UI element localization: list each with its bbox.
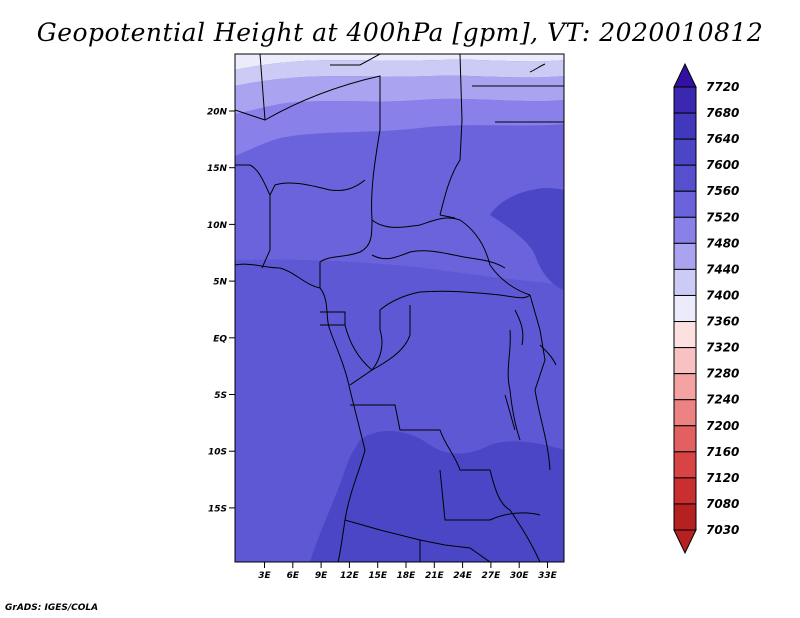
band-7440 — [235, 59, 564, 86]
map-field — [235, 54, 564, 562]
lon-tick-label: 9E — [315, 571, 328, 581]
lon-tick-label: 6E — [287, 571, 300, 581]
longitude-ticks: 3E 6E 9E 12E 15E 18E 21E 24E 27E 30E 33E — [258, 562, 558, 581]
colorbar-label: 7320 — [706, 341, 739, 355]
lat-tick-label: 10S — [208, 448, 227, 458]
band-7400 — [235, 54, 564, 70]
lon-tick-label: 12E — [340, 571, 360, 581]
colorbar-swatch — [673, 399, 697, 427]
colorbar-swatch — [673, 190, 697, 218]
colorbar-label: 7600 — [706, 158, 739, 172]
region-7600-east — [490, 188, 564, 290]
colorbar-swatch — [673, 242, 697, 270]
colorbar-swatch — [673, 86, 697, 114]
colorbar-swatch — [673, 164, 697, 192]
grads-credit: GrADS: IGES/COLA — [5, 603, 99, 613]
colorbar: 7720 7680 7640 7600 7560 7520 7480 7440 7400 7360… — [673, 62, 739, 555]
lat-tick-label: 20N — [207, 108, 228, 118]
lon-tick-label: 30E — [510, 571, 530, 581]
colorbar-swatch — [673, 138, 697, 166]
colorbar-label: 7640 — [706, 132, 739, 146]
colorbar-swatch — [673, 268, 697, 296]
colorbar-label: 7360 — [706, 315, 739, 329]
band-7520 — [235, 98, 564, 156]
lat-tick-label: EQ — [213, 334, 227, 344]
lon-tick-label: 3E — [258, 571, 271, 581]
colorbar-swatch — [673, 347, 697, 375]
colorbar-label: 7120 — [706, 471, 739, 485]
colorbar-swatch — [673, 477, 697, 505]
chart-title: Geopotential Height at 400hPa [gpm], VT:… — [36, 18, 764, 47]
colorbar-swatch — [673, 112, 697, 140]
lat-tick-label: 10N — [207, 221, 228, 231]
lon-tick-label: 33E — [538, 571, 558, 581]
colorbar-label: 7080 — [706, 497, 739, 511]
borders — [235, 54, 564, 562]
latitude-ticks: 20N 15N 10N 5N EQ 5S 10S 15S — [207, 108, 235, 514]
lon-tick-label: 18E — [397, 571, 417, 581]
colorbar-label: 7280 — [706, 367, 739, 381]
lon-tick-label: 15E — [368, 571, 388, 581]
colorbar-label: 7520 — [706, 210, 739, 224]
map-frame — [234, 53, 565, 563]
colorbar-label: 7030 — [706, 523, 739, 537]
colorbar-top-arrow — [673, 62, 697, 88]
lon-tick-label: 24E — [453, 571, 473, 581]
colorbar-label: 7720 — [706, 80, 739, 94]
colorbar-label: 7480 — [706, 236, 739, 250]
colorbar-label: 7440 — [706, 262, 739, 276]
coastline-west — [235, 263, 366, 562]
region-7600-south — [310, 430, 564, 562]
lon-tick-label: 27E — [482, 571, 502, 581]
colorbar-label: 7680 — [706, 106, 739, 120]
colorbar-swatch — [673, 216, 697, 244]
colorbar-swatch — [673, 373, 697, 401]
colorbar-swatch — [673, 503, 697, 531]
colorbar-label: 7160 — [706, 445, 739, 459]
lat-tick-label: 15N — [207, 164, 228, 174]
colorbar-label: 7560 — [706, 184, 739, 198]
colorbar-bottom-arrow — [673, 529, 697, 555]
lon-tick-label: 21E — [425, 571, 445, 581]
band-7480 — [235, 75, 564, 114]
lat-tick-label: 5N — [213, 278, 227, 288]
colorbar-swatch — [673, 321, 697, 349]
colorbar-label: 7200 — [706, 419, 739, 433]
colorbar-swatch — [673, 451, 697, 479]
colorbar-label: 7240 — [706, 393, 739, 407]
colorbar-label: 7400 — [706, 288, 739, 302]
colorbar-swatch — [673, 294, 697, 323]
lat-tick-label: 5S — [214, 391, 227, 401]
lat-tick-label: 15S — [208, 504, 227, 514]
colorbar-swatch — [673, 425, 697, 453]
